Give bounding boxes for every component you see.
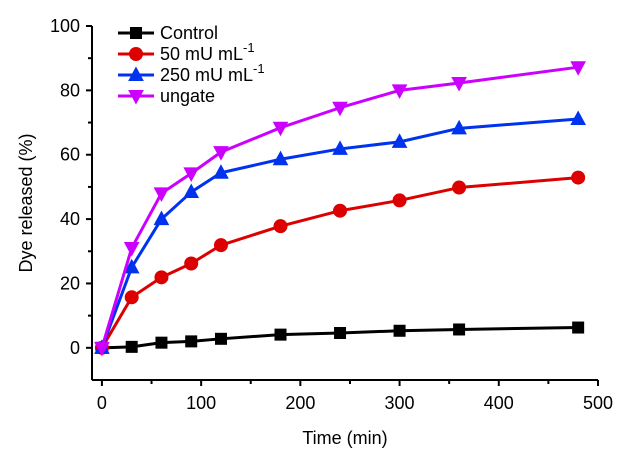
legend-entry-0: Control xyxy=(118,23,218,43)
data-point xyxy=(334,327,347,340)
data-point xyxy=(153,187,170,202)
legend-marker xyxy=(128,66,144,81)
data-point xyxy=(333,203,348,218)
data-point xyxy=(154,270,169,285)
data-point xyxy=(155,336,168,349)
y-tick-label: 40 xyxy=(60,209,80,229)
data-point xyxy=(570,110,586,126)
y-tick-label: 20 xyxy=(60,273,80,293)
x-tick-label: 400 xyxy=(484,393,514,413)
series-line xyxy=(100,117,579,349)
legend-label: 250 mU mL-1 xyxy=(160,61,265,85)
data-point xyxy=(185,335,198,348)
series-0 xyxy=(95,321,585,354)
series-2 xyxy=(94,110,586,354)
x-tick-label: 0 xyxy=(97,393,107,413)
x-axis-title: Time (min) xyxy=(302,428,387,448)
legend-marker xyxy=(128,90,144,105)
data-point xyxy=(392,193,407,208)
data-point xyxy=(183,183,200,199)
x-tick-label: 500 xyxy=(583,393,613,413)
data-point xyxy=(453,323,466,336)
series-1 xyxy=(94,170,586,355)
legend-label: ungate xyxy=(160,86,215,106)
data-point xyxy=(452,180,467,195)
legend-label: 50 mU mL-1 xyxy=(160,40,255,64)
series-layer xyxy=(94,61,586,357)
data-point xyxy=(184,256,199,271)
data-point xyxy=(273,219,288,234)
y-tick-label: 60 xyxy=(60,145,80,165)
x-tick-label: 200 xyxy=(285,393,315,413)
data-point xyxy=(451,119,467,135)
data-point xyxy=(393,324,406,337)
legend-label: Control xyxy=(160,23,218,43)
data-point xyxy=(451,76,467,92)
y-tick-label: 80 xyxy=(60,80,80,100)
data-point xyxy=(94,341,110,357)
data-point xyxy=(572,321,585,334)
data-point xyxy=(125,340,138,353)
x-tick-label: 100 xyxy=(186,393,216,413)
data-point xyxy=(213,164,229,179)
legend-marker xyxy=(129,47,143,61)
data-point xyxy=(272,121,289,137)
series-3 xyxy=(94,61,586,357)
data-point xyxy=(124,290,139,305)
legend-marker xyxy=(130,27,142,39)
data-point xyxy=(571,170,586,185)
axes: 0 100 200 300 400 500 0 20 40 60 80 100 xyxy=(50,16,613,413)
series-line xyxy=(100,65,579,349)
series-line xyxy=(100,176,579,349)
data-point xyxy=(213,146,229,161)
y-tick-label: 0 xyxy=(70,338,80,358)
data-point xyxy=(183,167,200,182)
legend-entry-3: ungate xyxy=(118,86,215,106)
y-tick-label: 100 xyxy=(50,16,80,36)
data-point xyxy=(123,258,140,274)
data-point xyxy=(153,210,170,226)
data-point xyxy=(570,61,586,76)
legend-entry-2: 250 mU mL-1 xyxy=(118,61,265,85)
data-point xyxy=(391,133,408,148)
data-point xyxy=(332,101,348,117)
data-point xyxy=(391,84,408,99)
data-point xyxy=(123,242,140,257)
data-point xyxy=(214,332,227,345)
data-point xyxy=(213,238,228,253)
legend-entry-1: 50 mU mL-1 xyxy=(118,40,255,64)
data-point xyxy=(274,328,287,341)
data-point xyxy=(272,150,289,166)
data-point xyxy=(332,140,348,155)
y-axis-title: Dye released (%) xyxy=(16,133,36,272)
x-tick-label: 300 xyxy=(385,393,415,413)
series-line xyxy=(101,326,579,350)
